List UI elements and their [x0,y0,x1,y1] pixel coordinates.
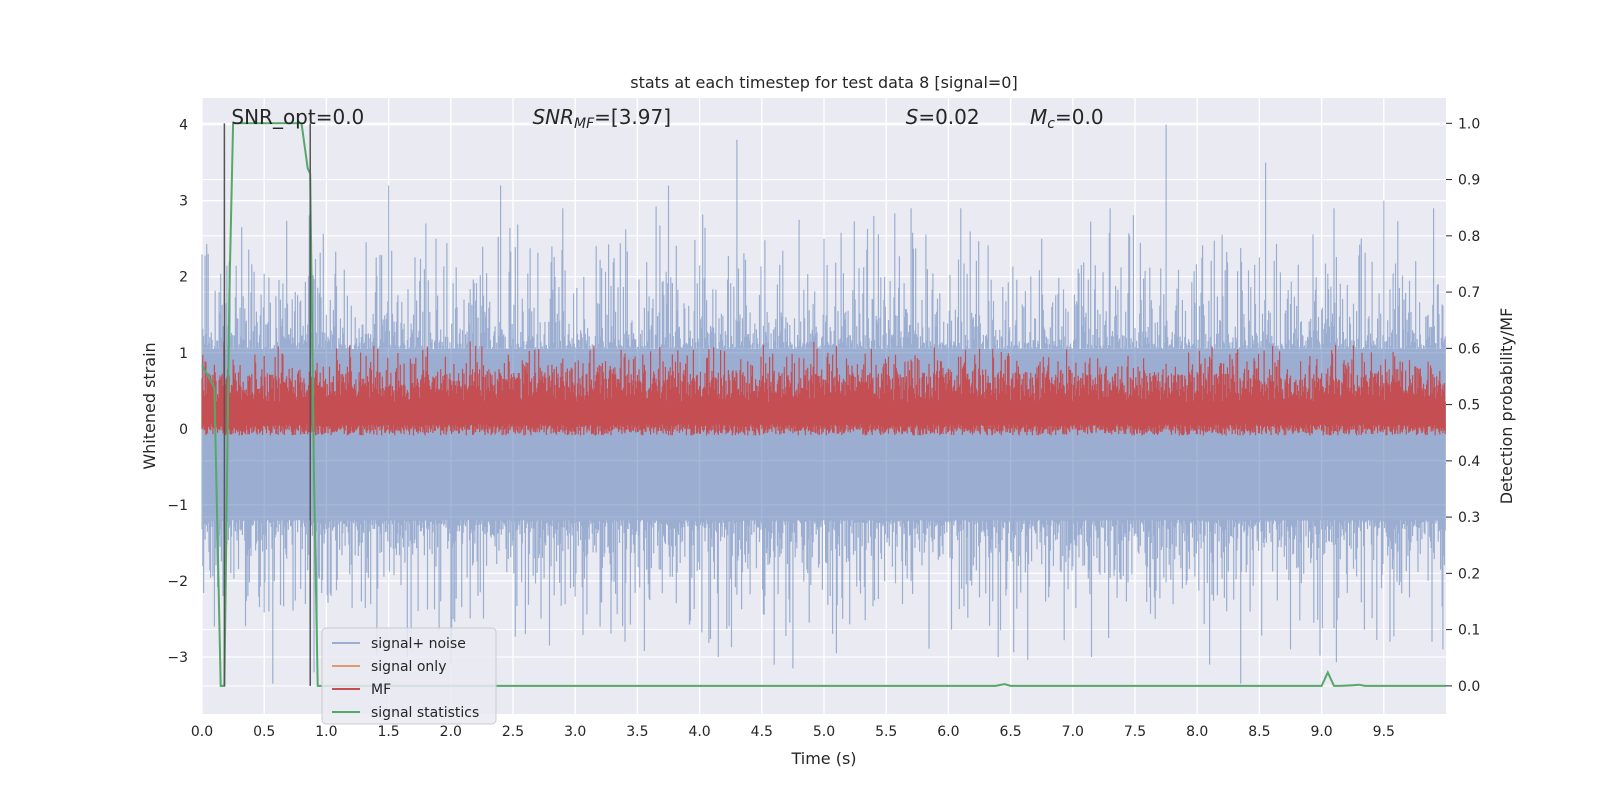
right-y-tick-label: 0.6 [1458,341,1480,357]
legend-label: MF [371,682,391,698]
legend-label: signal+ noise [371,636,466,652]
x-tick-label: 1.5 [377,724,399,740]
right-y-tick-label: 0.2 [1458,566,1480,582]
x-tick-label: 6.0 [937,724,959,740]
right-y-tick-label: 0.0 [1458,679,1480,695]
x-tick-label: 8.5 [1248,724,1270,740]
y-tick-label: −2 [167,574,188,590]
annotation-text: SNR_opt=0.0 [231,105,364,129]
y-axis-label: Whitened strain [140,342,159,469]
y-tick-label: −1 [167,498,188,514]
y-tick-label: −3 [167,650,188,666]
series-layer [201,122,1446,687]
x-tick-label: 7.0 [1062,724,1084,740]
x-tick-label: 0.0 [191,724,213,740]
chart-title: stats at each timestep for test data 8 [… [630,73,1017,92]
annotation-text: Mc=0.0 [1030,105,1104,132]
x-tick-label: 5.5 [875,724,897,740]
y-tick-label: 3 [179,194,188,210]
right-y-tick-label: 0.1 [1458,623,1480,639]
right-y-tick-label: 0.8 [1458,229,1480,245]
x-tick-label: 7.5 [1124,724,1146,740]
y-axis-ticks: −3 −2 −1 0 1 2 3 4 [167,118,188,666]
x-tick-label: 4.0 [688,724,710,740]
series-signal-statistics [201,122,1446,687]
right-y-tick-label: 0.3 [1458,510,1480,526]
x-tick-label: 2.5 [502,724,524,740]
legend-box [321,627,497,725]
y-tick-label: 0 [179,422,188,438]
x-tick-label: 4.5 [751,724,773,740]
x-tick-label: 6.5 [999,724,1021,740]
series-mf [201,341,1446,436]
x-tick-label: 0.5 [253,724,275,740]
right-y-tick-label: 1.0 [1458,116,1480,132]
right-y-axis-ticks: 0.0 0.1 0.2 0.3 0.4 0.5 0.6 0.7 0.8 0.9 1.0 [1446,116,1480,695]
x-tick-label: 3.5 [626,724,648,740]
right-y-tick-label: 0.4 [1458,454,1480,470]
x-tick-label: 9.5 [1373,724,1395,740]
legend-label: signal only [371,659,446,675]
legend: signal+ noise signal only MF signal statist… [321,627,497,725]
right-y-tick-label: 0.7 [1458,285,1480,301]
right-y-tick-label: 0.5 [1458,398,1480,414]
right-y-tick-label: 0.9 [1458,173,1480,189]
annotations: SNR_opt=0.0 SNRMF=[3.97] S=0.02 Mc=0.0 [231,105,1103,132]
y-tick-label: 4 [179,118,188,134]
legend-label: signal statistics [371,705,479,721]
annotation-text: S=0.02 [906,105,980,129]
vertical-markers [223,123,311,686]
x-axis-label: Time (s) [790,749,856,768]
x-tick-label: 3.0 [564,724,586,740]
x-tick-label: 8.0 [1186,724,1208,740]
x-tick-label: 2.0 [440,724,462,740]
x-tick-label: 9.0 [1310,724,1332,740]
right-y-axis-label: Detection probability/MF [1497,308,1516,505]
x-axis-ticks: 0.0 0.5 1.0 1.5 2.0 2.5 3.0 3.5 4.0 4.5 5.0 5.5 6.0 6… [191,724,1395,740]
y-tick-label: 1 [179,346,188,362]
x-tick-label: 1.0 [315,724,337,740]
y-tick-label: 2 [179,270,188,286]
x-tick-label: 5.0 [813,724,835,740]
annotation-text: SNRMF=[3.97] [532,105,671,132]
